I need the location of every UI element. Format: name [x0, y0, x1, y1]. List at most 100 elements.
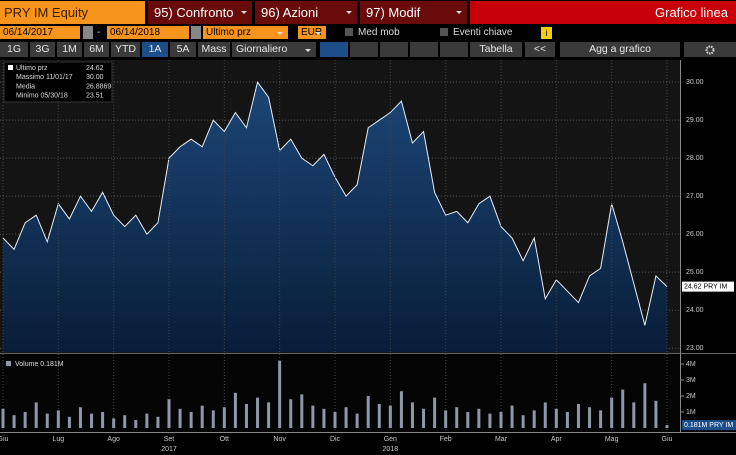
- range-button[interactable]: 1G: [0, 42, 28, 57]
- table-button[interactable]: Tabella: [470, 42, 522, 57]
- range-button[interactable]: Mass: [198, 42, 230, 57]
- chart-icon-button[interactable]: [440, 42, 468, 57]
- volume-bar: [654, 400, 658, 428]
- stats-box: [3, 61, 113, 103]
- x-tick-label: Ago: [107, 436, 120, 443]
- chart-icon-button[interactable]: [410, 42, 438, 57]
- y-tick-label: 26.00: [686, 231, 704, 238]
- volume-bar: [333, 412, 337, 428]
- tab[interactable]: 95) Confronto: [148, 1, 252, 24]
- x-tick-label: Giu: [662, 436, 673, 443]
- volume-bar: [588, 407, 592, 428]
- y-tick-label: 2M: [686, 393, 696, 400]
- volume-bar: [455, 407, 459, 428]
- field-select[interactable]: Ultimo prz: [203, 26, 288, 39]
- year-label: 2017: [161, 446, 177, 453]
- volume-bar: [521, 415, 525, 428]
- volume-legend: Volume 0.181M: [15, 361, 64, 368]
- range-button[interactable]: 1A: [142, 42, 168, 57]
- volume-bar: [56, 410, 60, 428]
- y-tick-label: 23.00: [686, 345, 704, 352]
- x-tick-label: Ott: [220, 436, 229, 443]
- legend-swatch: [6, 361, 11, 366]
- volume-bar: [167, 399, 171, 428]
- calendar-icon[interactable]: [191, 26, 201, 39]
- volume-bar: [377, 404, 381, 428]
- range-button[interactable]: 3G: [30, 42, 55, 57]
- add-button[interactable]: Agg a grafico: [560, 42, 680, 57]
- volume-bar: [444, 410, 448, 428]
- range-button[interactable]: 5A: [170, 42, 196, 57]
- volume-bar: [499, 412, 503, 428]
- volume-bar: [256, 397, 260, 428]
- start-date[interactable]: 06/14/2017: [0, 26, 80, 39]
- volume-bar: [145, 413, 149, 428]
- volume-bar: [510, 405, 514, 428]
- chart-icon-button[interactable]: [380, 42, 408, 57]
- period-select[interactable]: Giornaliero: [232, 42, 316, 57]
- volume-bar: [233, 392, 237, 428]
- volume-bar: [222, 407, 226, 428]
- volume-bar: [322, 408, 326, 428]
- currency-select[interactable]: EUR: [298, 26, 326, 39]
- volume-bar: [267, 402, 271, 428]
- stats-marker: [8, 65, 13, 70]
- stats-label: Minimo 05/30/18: [16, 93, 68, 100]
- volume-bar: [466, 412, 470, 428]
- volume-bar: [366, 396, 370, 428]
- volume-bar: [134, 420, 138, 428]
- volume-bar: [289, 399, 293, 428]
- ticker[interactable]: PRY IM Equity: [0, 1, 145, 24]
- volume-bar: [422, 408, 426, 428]
- key-events[interactable]: Eventi chiave: [453, 26, 513, 38]
- last-volume-box: [682, 420, 736, 431]
- volume-bar: [300, 394, 304, 428]
- info-icon[interactable]: i: [541, 27, 552, 39]
- chart-icon-button[interactable]: [320, 42, 348, 57]
- moving-average[interactable]: Med mob: [358, 26, 400, 38]
- volume-bar: [189, 412, 193, 428]
- chart-icon-button[interactable]: [350, 42, 378, 57]
- x-tick-label: Gen: [384, 436, 397, 443]
- volume-bar: [178, 408, 182, 428]
- volume-bar: [433, 397, 437, 428]
- volume-bar: [12, 415, 16, 428]
- volume-bar: [399, 391, 403, 428]
- stats-label: Ultimo prz: [16, 65, 48, 72]
- y-tick-label: 4M: [686, 361, 696, 368]
- volume-bar: [410, 402, 414, 428]
- volume-bar: [488, 413, 492, 428]
- area: [3, 82, 667, 352]
- x-tick-label: Lug: [52, 436, 64, 443]
- calendar-icon[interactable]: [83, 26, 93, 39]
- volume-bar: [90, 413, 94, 428]
- stats-value: 23.51: [86, 93, 104, 100]
- end-date[interactable]: 06/14/2018: [107, 26, 189, 39]
- volume-bar: [244, 404, 248, 428]
- last-volume-label: 0.181M PRY IM: [684, 422, 733, 429]
- volume-bar: [477, 408, 481, 428]
- settings-button[interactable]: [684, 42, 736, 57]
- volume-bar: [643, 383, 647, 428]
- volume-bar: [576, 404, 580, 428]
- checkbox[interactable]: [440, 28, 448, 36]
- range-button[interactable]: 1M: [57, 42, 82, 57]
- volume-bar: [45, 413, 49, 428]
- volume-bar: [665, 425, 669, 428]
- range-button[interactable]: YTD: [111, 42, 140, 57]
- tab[interactable]: 97) Modif: [360, 1, 467, 24]
- date-separator: -: [97, 26, 101, 38]
- tab[interactable]: 96) Azioni: [255, 1, 357, 24]
- volume-bar: [101, 412, 105, 428]
- checkbox[interactable]: [345, 28, 353, 36]
- volume-bar: [34, 402, 38, 428]
- x-tick-label: Apr: [551, 436, 563, 443]
- back-button[interactable]: <<: [525, 42, 555, 57]
- volume-bar: [200, 405, 204, 428]
- range-button[interactable]: 6M: [84, 42, 109, 57]
- x-tick-label: Dic: [330, 436, 341, 443]
- volume-bar: [565, 412, 569, 428]
- volume-bar: [23, 412, 27, 428]
